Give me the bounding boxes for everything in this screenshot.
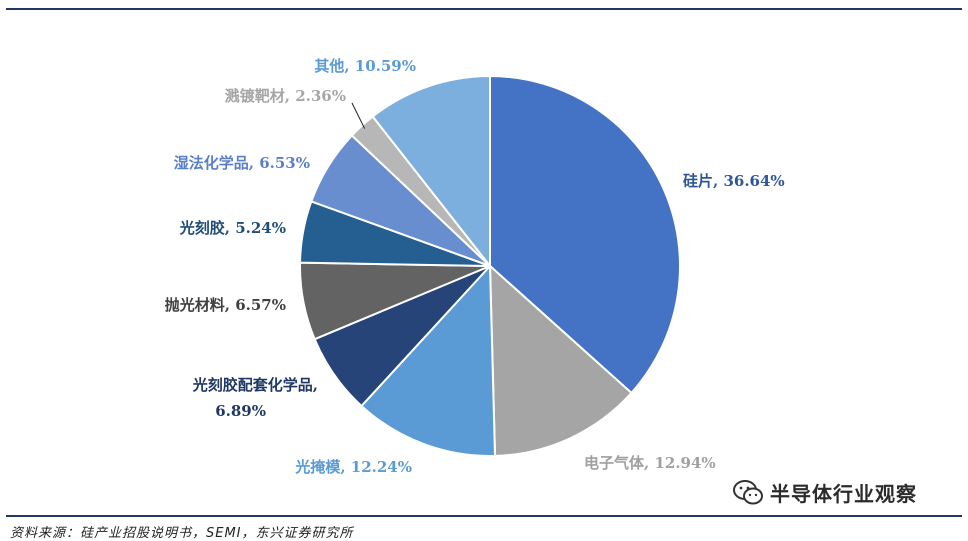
slice-label-0: 硅片, 36.64% — [683, 172, 785, 190]
slice-label-4: 抛光材料, 6.57% — [165, 296, 286, 314]
slice-label-8: 其他, 10.59% — [314, 57, 416, 75]
watermark: 半导体行业观察 — [732, 478, 917, 507]
slice-label-2: 光掩模, 12.24% — [294, 458, 412, 476]
slice-label-3-value: 6.89% — [215, 402, 266, 420]
pie-slice-2 — [360, 263, 497, 457]
slice-label-3: 光刻胶配套化学品, — [192, 376, 318, 394]
pie-slice-1 — [488, 263, 633, 457]
pie-slices — [299, 74, 681, 457]
leader-line-7 — [351, 102, 366, 129]
source-note: 资料来源：硅产业招股说明书，SEMI，东兴证券研究所 — [10, 526, 354, 541]
pie-labels: 硅片, 36.64% 电子气体, 12.94% 光掩模, 12.24% 光刻胶配套化学… — [165, 57, 785, 476]
slice-label-1: 电子气体, 12.94% — [584, 454, 716, 472]
slice-label-5: 光刻胶, 5.24% — [179, 219, 286, 237]
slice-label-6: 湿法化学品, 6.53% — [174, 154, 310, 172]
top-rule — [6, 8, 962, 10]
slice-label-7: 溅镀靶材, 2.36% — [225, 87, 346, 105]
pie-slice-8 — [371, 74, 491, 269]
wechat-icon — [733, 479, 763, 504]
pie-slice-0 — [489, 74, 681, 395]
bottom-rule — [6, 515, 962, 517]
watermark-text: 半导体行业观察 — [770, 482, 917, 506]
